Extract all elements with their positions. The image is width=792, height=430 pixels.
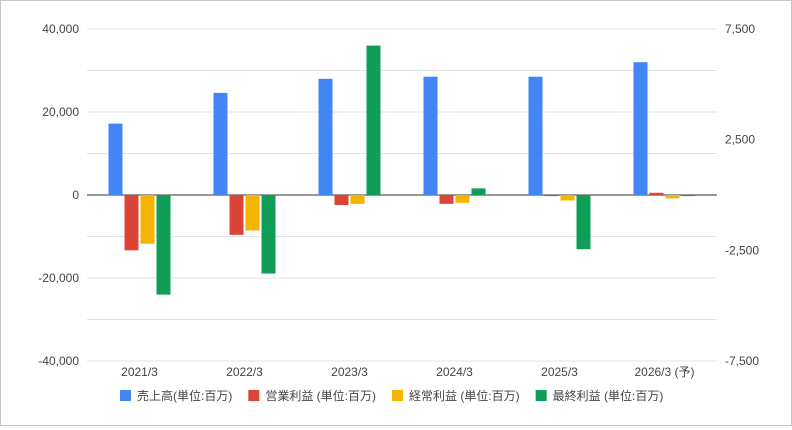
left-tick-label: 40,000 [42, 22, 79, 36]
bar-1-2 [245, 195, 260, 231]
left-tick-label: -40,000 [38, 354, 79, 368]
x-tick-label: 2021/3 [121, 365, 158, 379]
bar-1-3 [261, 195, 276, 274]
bar-5-0 [633, 62, 648, 196]
bar-3-1 [439, 195, 454, 204]
x-tick-label: 2023/3 [331, 365, 368, 379]
legend-swatch [248, 390, 260, 401]
legend-swatch [392, 390, 403, 401]
bar-1-1 [229, 195, 244, 235]
bar-1-0 [213, 92, 228, 195]
bar-4-0 [528, 76, 543, 195]
bars [108, 45, 696, 295]
left-tick-label: 20,000 [42, 105, 79, 119]
bar-0-0 [108, 123, 123, 195]
right-tick-label: -2,500 [725, 243, 759, 257]
left-axis-ticks: 40,000 20,000 0 -20,000 -40,000 [38, 22, 79, 368]
bar-4-1 [544, 195, 559, 197]
legend-swatch [535, 390, 547, 401]
bar-0-1 [124, 195, 139, 251]
bar-3-3 [471, 188, 486, 195]
x-tick-label: 2022/3 [226, 365, 263, 379]
bar-4-2 [560, 195, 575, 201]
legend-label: 経常利益 (単位:百万) [409, 388, 520, 403]
bar-3-2 [455, 195, 470, 203]
gridlines [87, 28, 717, 362]
bar-4-3 [576, 195, 591, 250]
bar-5-2 [665, 195, 680, 199]
right-tick-label: 7,500 [725, 22, 755, 36]
left-tick-label: -20,000 [38, 271, 79, 285]
legend-swatch [120, 390, 131, 401]
legend-label: 売上高(単位:百万) [137, 388, 232, 403]
bar-0-3 [156, 195, 171, 295]
legend: 売上高(単位:百万) 営業利益 (単位:百万) 経常利益 (単位:百万) 最終利益 (… [120, 388, 663, 403]
bar-3-0 [423, 76, 438, 195]
x-tick-label: 2025/3 [541, 365, 578, 379]
bar-2-3 [366, 45, 381, 195]
x-axis-labels: 2021/3 2022/3 2023/3 2024/3 2025/3 2026/3 (予) [121, 365, 694, 379]
legend-label: 最終利益 (単位:百万) [553, 388, 664, 403]
bar-0-2 [140, 195, 155, 244]
left-tick-label: 0 [72, 188, 79, 202]
bar-2-1 [334, 195, 349, 205]
bar-5-1 [649, 192, 664, 195]
bar-2-2 [350, 195, 365, 204]
legend-label: 営業利益 (単位:百万) [265, 388, 376, 403]
right-tick-label: -7,500 [725, 354, 759, 368]
right-tick-label: 2,500 [725, 133, 755, 147]
x-tick-label: 2024/3 [436, 365, 473, 379]
x-tick-label: 2026/3 (予) [634, 365, 694, 379]
right-axis-ticks: 7,500 2,500 -2,500 -7,500 [725, 22, 759, 368]
bar-5-3 [681, 195, 696, 197]
bar-2-0 [318, 78, 333, 195]
